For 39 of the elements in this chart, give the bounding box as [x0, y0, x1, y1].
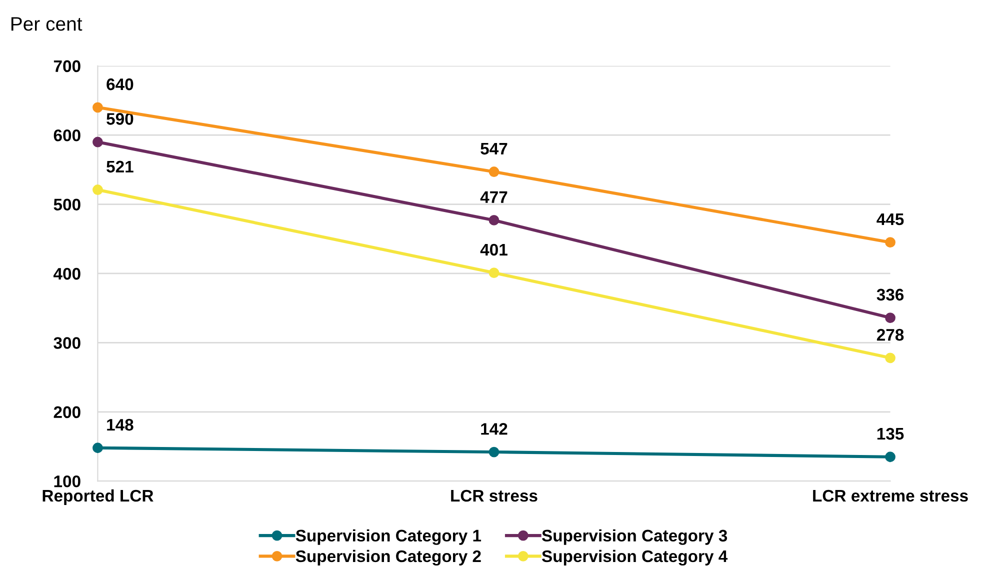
point: [92, 102, 103, 113]
point: [488, 446, 500, 458]
legend-label: Supervision Category 1: [296, 529, 482, 545]
data-label: 445: [876, 214, 904, 226]
point: [885, 237, 896, 248]
y-axis-title: Per cent: [11, 17, 82, 31]
y-tick-label: 700: [54, 60, 80, 72]
data-label: 336: [876, 288, 904, 301]
point: [488, 215, 500, 226]
data-label: 278: [876, 328, 904, 341]
legend-label: Supervision Category 4: [542, 550, 728, 566]
data-label: 640: [106, 78, 134, 90]
x-tick-label: Reported LCR: [42, 489, 154, 505]
point: [92, 442, 103, 454]
y-tick-label: 200: [54, 406, 80, 418]
y-tick-label: 600: [54, 129, 80, 142]
y-tick-label: 300: [54, 337, 80, 349]
point: [92, 184, 103, 195]
data-label: 521: [106, 160, 134, 173]
x-tick-label: LCR extreme stress: [813, 490, 968, 502]
point: [885, 352, 896, 364]
point: [885, 452, 896, 462]
point: [92, 136, 103, 148]
point: [885, 312, 896, 323]
data-label: 142: [481, 423, 508, 435]
data-label: 547: [480, 142, 508, 155]
point: [488, 268, 500, 278]
legend-label: Supervision Category 2: [296, 550, 481, 566]
y-tick-label: 500: [54, 198, 80, 210]
data-label: 590: [106, 113, 134, 125]
legend-label: Supervision Category 3: [542, 529, 728, 545]
point: [488, 166, 500, 177]
y-tick-label: 400: [53, 268, 80, 280]
x-tick-label: LCR stress: [451, 490, 538, 502]
data-label: 477: [480, 191, 508, 203]
data-label: 401: [480, 244, 508, 256]
data-label: 135: [877, 428, 904, 440]
y-tick-label: 100: [54, 475, 80, 488]
data-label: 148: [107, 418, 134, 431]
